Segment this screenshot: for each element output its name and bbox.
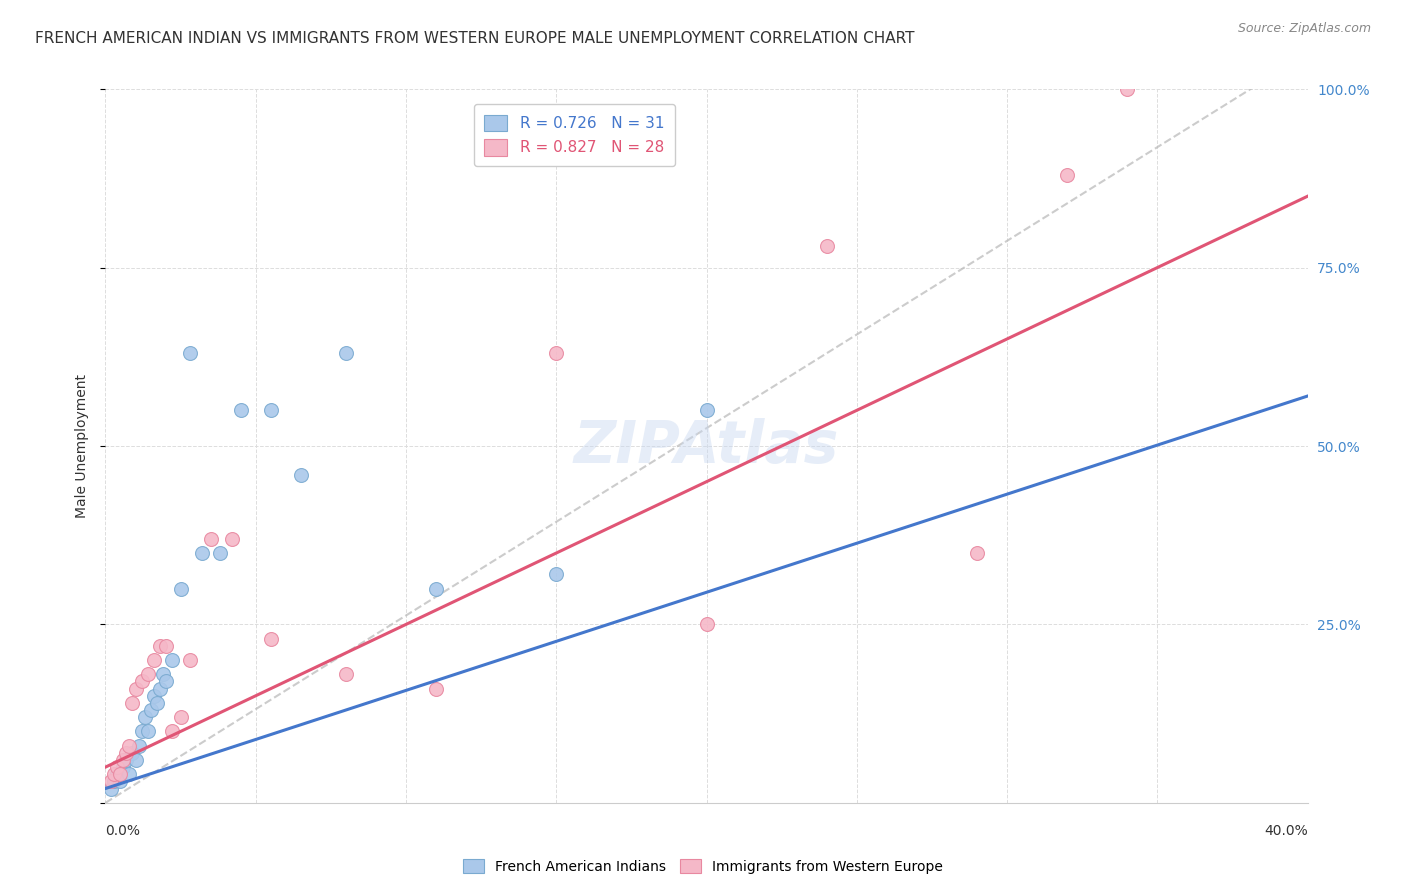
Point [136, 724, 159, 739]
Point [100, 781, 122, 796]
Text: ZIPAtlas: ZIPAtlas [574, 417, 839, 475]
Point [260, 403, 283, 417]
Point [155, 639, 177, 653]
Point [136, 667, 159, 681]
Text: 0.0%: 0.0% [105, 824, 141, 838]
Point [128, 739, 150, 753]
Point [200, 532, 222, 546]
Point [115, 746, 138, 760]
Point [139, 703, 162, 717]
Point [160, 653, 183, 667]
Point [131, 724, 153, 739]
Point [229, 403, 252, 417]
Point [335, 667, 357, 681]
Point [124, 753, 146, 767]
Point [148, 639, 170, 653]
Point [179, 346, 201, 360]
Point [115, 753, 138, 767]
Point [160, 724, 183, 739]
Point [155, 674, 177, 689]
Point [425, 681, 447, 696]
Point [221, 532, 243, 546]
Legend: French American Indians, Immigrants from Western Europe: French American Indians, Immigrants from… [456, 852, 950, 880]
Point [107, 760, 129, 774]
Point [118, 739, 141, 753]
Point [190, 546, 212, 560]
Point [103, 767, 125, 781]
Point [335, 346, 357, 360]
Point [169, 582, 191, 596]
Point [546, 346, 568, 360]
Point [425, 582, 447, 596]
Point [290, 467, 312, 482]
Point [208, 546, 231, 560]
Point [179, 653, 201, 667]
Point [696, 403, 718, 417]
Point [100, 774, 122, 789]
Point [118, 767, 141, 781]
Point [145, 696, 167, 710]
Point [131, 674, 153, 689]
Text: FRENCH AMERICAN INDIAN VS IMMIGRANTS FROM WESTERN EUROPE MALE UNEMPLOYMENT CORRE: FRENCH AMERICAN INDIAN VS IMMIGRANTS FRO… [35, 31, 915, 46]
Legend: R = 0.726   N = 31, R = 0.827   N = 28: R = 0.726 N = 31, R = 0.827 N = 28 [474, 104, 675, 166]
Point [110, 774, 132, 789]
Text: Source: ZipAtlas.com: Source: ZipAtlas.com [1237, 22, 1371, 36]
Point [152, 667, 174, 681]
Point [696, 617, 718, 632]
Y-axis label: Male Unemployment: Male Unemployment [75, 374, 89, 518]
Point [546, 567, 568, 582]
Point [107, 767, 129, 781]
Point [1116, 82, 1139, 96]
Point [815, 239, 838, 253]
Point [112, 753, 135, 767]
Point [121, 696, 143, 710]
Point [1056, 168, 1078, 182]
Point [103, 774, 125, 789]
Text: 40.0%: 40.0% [1264, 824, 1308, 838]
Point [110, 767, 132, 781]
Point [124, 681, 146, 696]
Point [260, 632, 283, 646]
Point [142, 689, 165, 703]
Point [134, 710, 156, 724]
Point [148, 681, 170, 696]
Point [966, 546, 988, 560]
Point [142, 653, 165, 667]
Point [169, 710, 191, 724]
Point [121, 746, 143, 760]
Point [112, 760, 135, 774]
